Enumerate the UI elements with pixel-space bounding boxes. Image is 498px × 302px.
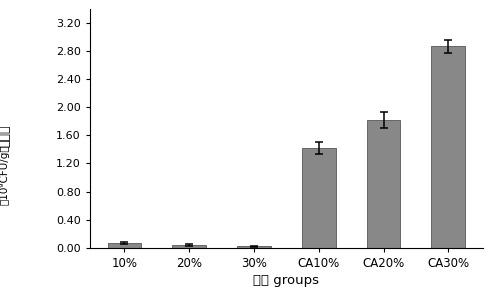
Text: （10⁹CFU/g）: （10⁹CFU/g）: [0, 145, 10, 205]
Bar: [302, 148, 336, 248]
X-axis label: 分组 groups: 分组 groups: [253, 274, 319, 287]
Text: 菌落数: 菌落数: [0, 125, 11, 147]
Bar: [367, 120, 400, 248]
Bar: [108, 243, 141, 248]
Bar: [237, 246, 271, 248]
Bar: [431, 46, 465, 248]
Bar: [172, 245, 206, 248]
